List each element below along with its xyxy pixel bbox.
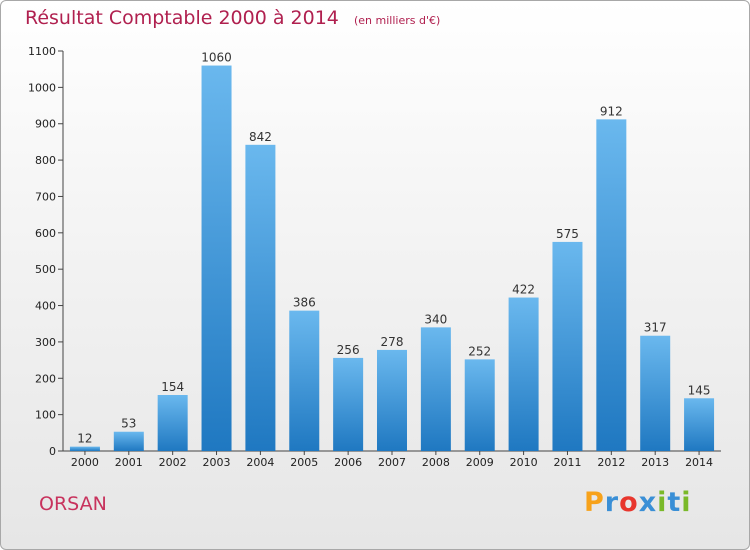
data-label: 386: [293, 296, 316, 310]
data-label: 278: [381, 335, 404, 349]
x-tick-label: 2014: [685, 456, 713, 469]
logo-letter: x: [638, 487, 658, 518]
logo-letter: r: [604, 487, 620, 518]
bar-2006: [333, 357, 364, 451]
x-tick-label: 2011: [553, 456, 581, 469]
y-tick-label: 400: [35, 300, 56, 313]
y-tick-label: 100: [35, 409, 56, 422]
proxiti-logo: Proxiti: [584, 487, 692, 518]
chart-title-main: Résultat Comptable 2000 à 2014: [25, 7, 339, 29]
y-tick-label: 900: [35, 118, 56, 131]
logo-letter: t: [667, 487, 682, 518]
bar-2000: [69, 446, 100, 451]
y-tick-label: 300: [35, 336, 56, 349]
data-label: 842: [249, 130, 272, 144]
data-label: 12: [77, 432, 92, 446]
x-tick-label: 2010: [510, 456, 538, 469]
y-tick-label: 600: [35, 227, 56, 240]
x-tick-label: 2013: [641, 456, 669, 469]
chart-title-unit: (en milliers d'€): [353, 14, 441, 27]
logo-letter: o: [619, 487, 639, 518]
data-label: 912: [600, 104, 623, 118]
bar-2001: [113, 431, 144, 451]
data-label: 340: [424, 312, 447, 326]
bar-2014: [684, 398, 715, 451]
data-label: 1060: [201, 51, 232, 65]
y-tick-label: 500: [35, 263, 56, 276]
data-label: 252: [468, 344, 491, 358]
y-tick-label: 700: [35, 190, 56, 203]
bar-2012: [596, 119, 627, 451]
y-tick-label: 0: [49, 445, 56, 458]
y-tick-label: 800: [35, 154, 56, 167]
x-tick-label: 2009: [466, 456, 494, 469]
chart-title: Résultat Comptable 2000 à 2014 (en milli…: [25, 7, 440, 29]
data-label: 53: [121, 417, 136, 431]
bar-2008: [420, 327, 451, 451]
y-tick-label: 1100: [28, 45, 56, 58]
bar-2007: [377, 349, 407, 451]
bar-2003: [201, 65, 232, 451]
data-label: 422: [512, 283, 535, 297]
data-label: 256: [337, 343, 360, 357]
x-tick-label: 2006: [334, 456, 362, 469]
data-label: 317: [644, 321, 667, 335]
y-tick-label: 1000: [28, 81, 56, 94]
y-tick-label: 200: [35, 372, 56, 385]
x-tick-label: 2007: [378, 456, 406, 469]
x-tick-label: 2005: [290, 456, 318, 469]
x-tick-label: 2000: [71, 456, 99, 469]
x-tick-label: 2003: [203, 456, 231, 469]
x-tick-label: 2004: [246, 456, 274, 469]
data-label: 154: [161, 380, 184, 394]
bar-2010: [508, 297, 539, 451]
bar-2011: [552, 241, 583, 451]
logo-letter: P: [584, 487, 605, 518]
x-tick-label: 2001: [115, 456, 143, 469]
bar-2013: [640, 335, 671, 451]
bar-2009: [464, 359, 495, 451]
x-tick-label: 2002: [159, 456, 187, 469]
data-label: 575: [556, 227, 579, 241]
bar-2002: [157, 395, 188, 451]
logo-letter: i: [657, 487, 668, 518]
bar-2005: [289, 310, 320, 451]
x-tick-label: 2012: [597, 456, 625, 469]
logo-letter: i: [681, 487, 692, 518]
data-label: 145: [688, 383, 711, 397]
x-tick-label: 2008: [422, 456, 450, 469]
commune-name: ORSAN: [39, 493, 107, 515]
bar-2004: [245, 144, 276, 451]
